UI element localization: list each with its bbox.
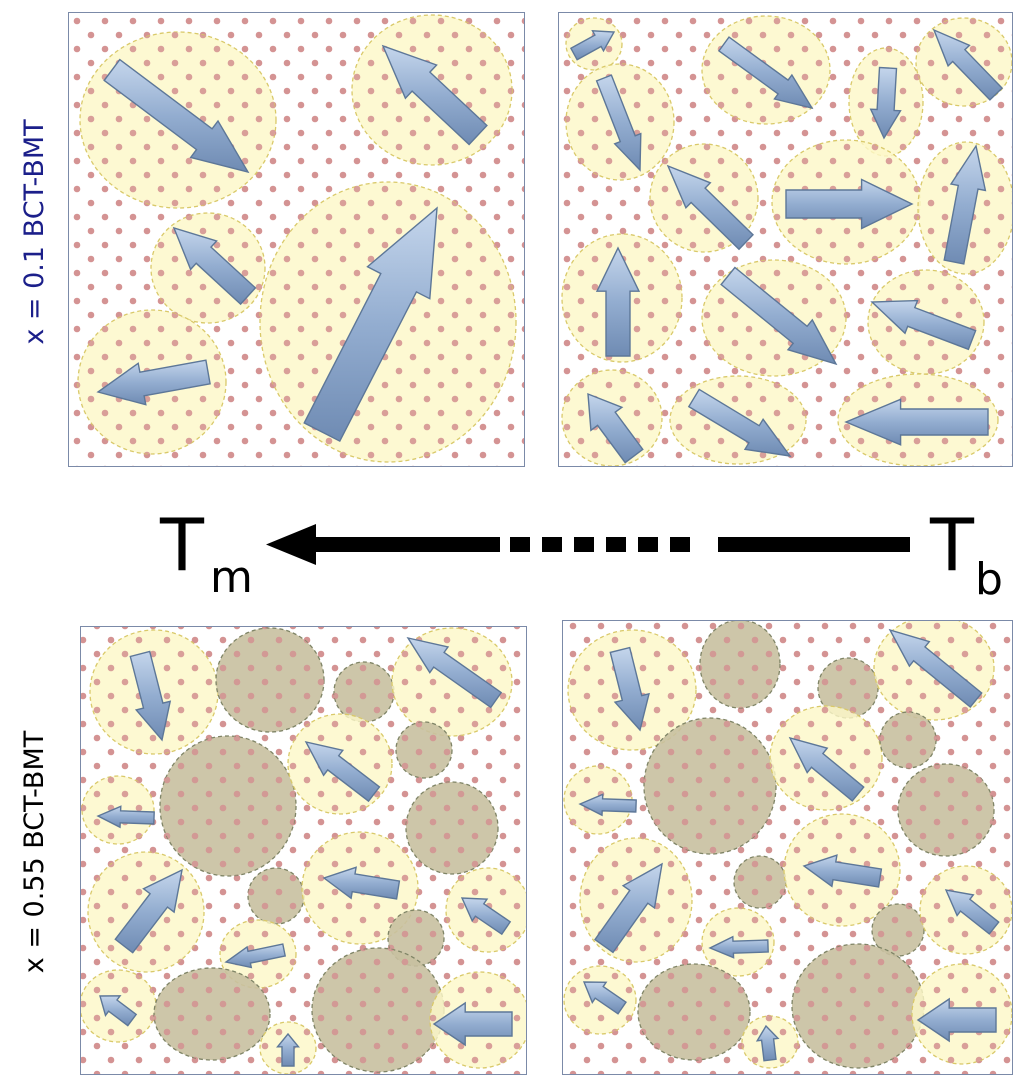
region-lattice-dots [644, 718, 776, 854]
polarization-arrow [755, 1024, 780, 1062]
polarization-arrow [406, 636, 503, 709]
region-lattice-dots [734, 856, 786, 908]
polarization-arrow [569, 30, 616, 61]
temp-arrow-segment-right [718, 537, 910, 552]
panel-bottom-left [80, 626, 527, 1075]
region-lattice-dots [216, 628, 324, 732]
region-lattice-dots [792, 944, 924, 1068]
polarization-arrow [609, 646, 650, 732]
polarization-arrow [114, 868, 183, 954]
panel-frame [68, 12, 525, 467]
region-lattice-dots [880, 712, 936, 768]
polarization-arrow [381, 44, 488, 146]
polarization-arrow [943, 144, 987, 265]
temp-label-left: T [159, 503, 205, 587]
temp-arrow-dash-4 [606, 537, 626, 552]
polarization-arrow [303, 206, 438, 443]
region-lattice-dots [392, 628, 512, 736]
polarization-arrow [224, 943, 287, 969]
temp-arrow-segment-left [300, 537, 500, 552]
polarization-arrow [708, 935, 769, 959]
polarization-arrow [595, 246, 641, 357]
polarization-arrow [720, 266, 838, 366]
polarization-arrow [99, 995, 138, 1027]
polarization-arrow [785, 178, 914, 230]
polarization-arrow [587, 392, 644, 464]
polarization-arrow [718, 36, 814, 110]
polarization-arrow [802, 854, 883, 888]
region-lattice-dots [248, 868, 304, 924]
panel-bottom-right [562, 620, 1013, 1075]
region-lattice-dots [872, 904, 924, 956]
region-lattice-dots [160, 736, 296, 876]
polarization-arrow [916, 997, 997, 1043]
polarization-arrow [129, 650, 172, 742]
polarization-arrow [172, 226, 257, 306]
region-lattice-dots [638, 964, 750, 1060]
polarization-arrow [595, 74, 642, 172]
polarization-arrow [888, 628, 983, 708]
temperature-axis [266, 524, 910, 565]
polarization-arrow [96, 359, 211, 406]
region-lattice-dots [312, 948, 444, 1072]
panel-top-left [68, 12, 525, 467]
temp-arrow-dash-6 [670, 537, 690, 552]
region-lattice-dots [334, 662, 394, 722]
polarization-arrow [578, 793, 637, 817]
polarization-arrow [432, 1001, 513, 1047]
region-lattice-dots [700, 620, 780, 708]
temp-arrow-dash-2 [542, 537, 562, 552]
polarization-arrow [460, 897, 512, 936]
polarization-arrow [844, 398, 989, 446]
temp-arrow-dash-3 [574, 537, 594, 552]
polarization-arrow [932, 28, 1004, 101]
temp-arrow-head [266, 524, 316, 565]
region-lattice-dots [154, 968, 270, 1060]
polarization-arrow [304, 740, 381, 803]
polarization-arrow [322, 866, 401, 900]
region-lattice-dots [898, 764, 994, 856]
temp-arrow-dash-5 [638, 537, 658, 552]
region-lattice-dots [396, 722, 452, 778]
row-label-bottom: x = 0.55 BCT-BMT [19, 730, 50, 973]
temp-label-right-sub: b [975, 554, 1003, 605]
temp-label-right: T [929, 503, 975, 587]
region-lattice-dots [406, 782, 498, 874]
polarization-arrow [666, 164, 754, 251]
polarization-arrow [788, 736, 865, 802]
polarization-arrow [276, 1032, 300, 1067]
temp-label-left-sub: m [210, 552, 253, 603]
region-lattice-dots [818, 658, 878, 718]
polarization-arrow [96, 805, 155, 829]
polarization-arrow [869, 66, 902, 140]
polarization-arrow [594, 862, 663, 954]
polarization-arrow [687, 388, 792, 457]
row-label-top: x = 0.1 BCT-BMT [19, 119, 50, 345]
polarization-arrow [944, 889, 1000, 935]
polarization-arrow [103, 58, 250, 174]
temp-arrow-dash-1 [510, 537, 530, 552]
polarization-arrow [870, 299, 977, 351]
panel-top-right [558, 12, 1013, 467]
polarization-arrow [582, 981, 627, 1015]
